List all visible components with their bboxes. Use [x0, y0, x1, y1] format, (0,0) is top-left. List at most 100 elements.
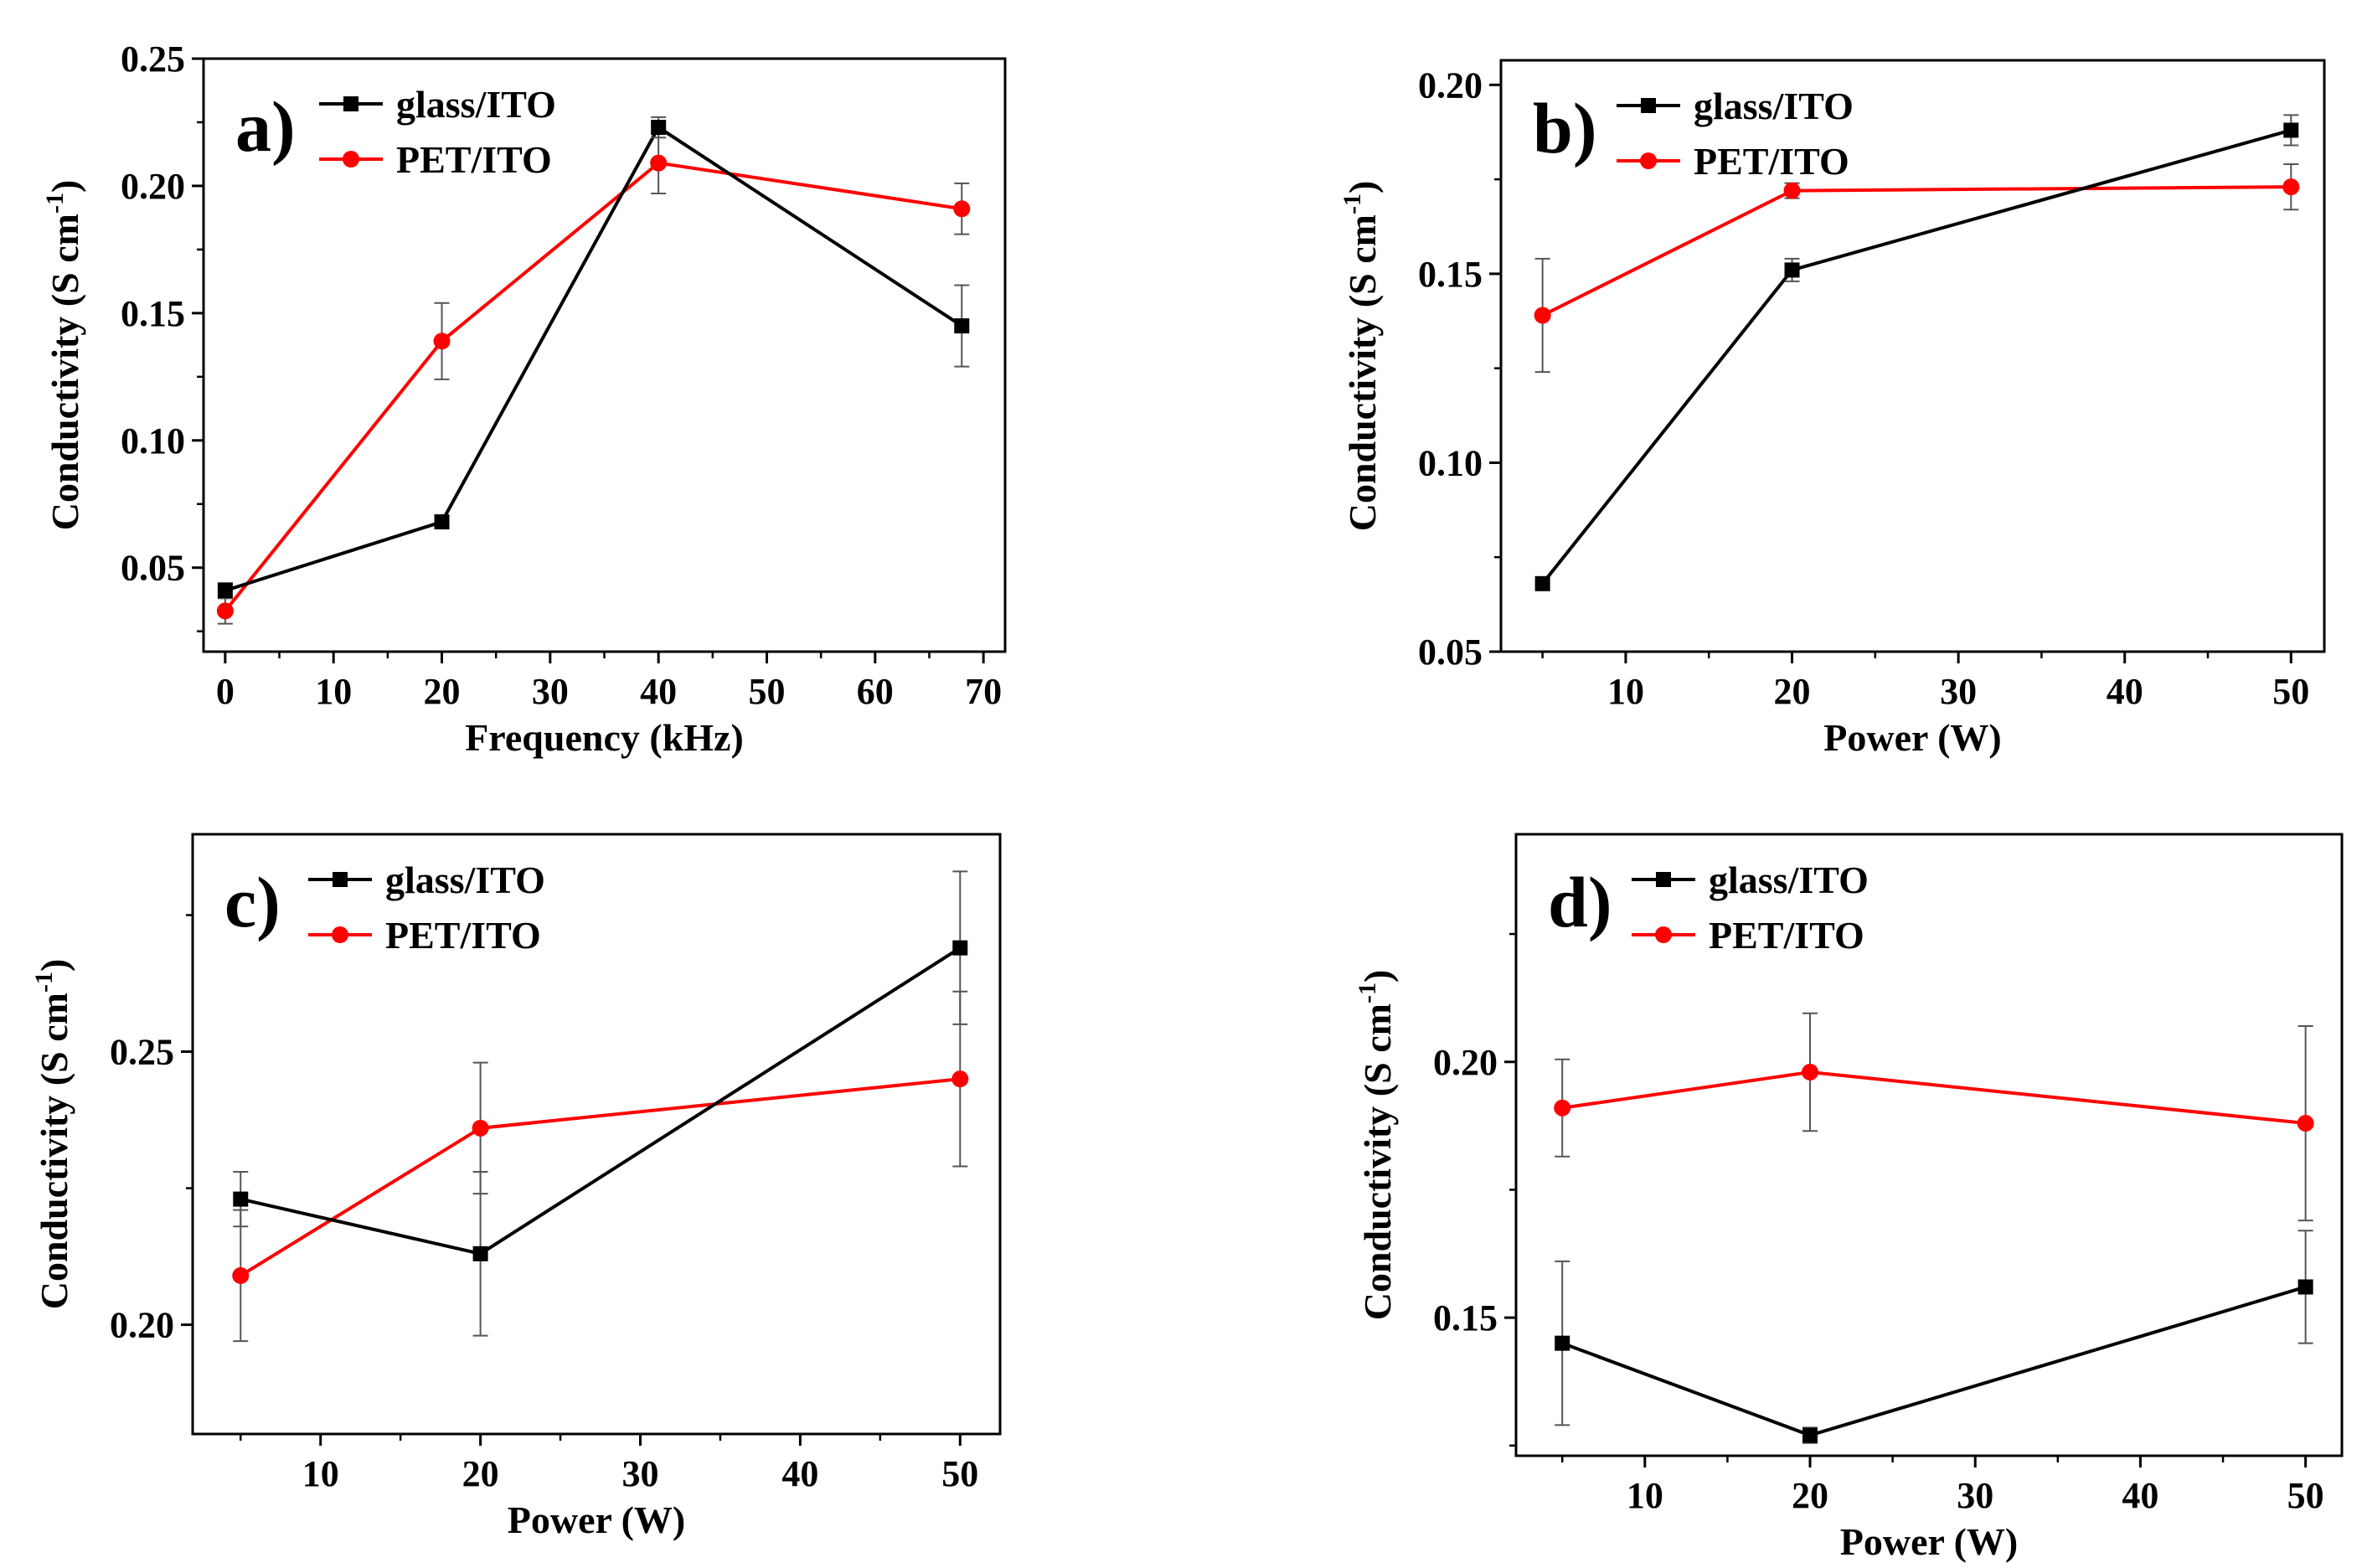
y-axis-label-close: ) [33, 959, 75, 972]
x-tick-label: 40 [640, 671, 677, 712]
y-tick-label: 0.05 [1418, 632, 1483, 673]
series-line-pet-ito [1561, 1070, 2306, 1126]
x-tick-label: 20 [1774, 671, 1811, 712]
data-point-pet-ito [232, 1266, 250, 1284]
data-point-pet-ito [1554, 1099, 1571, 1117]
legend-label-pet-ito: PET/ITO [1709, 914, 1864, 957]
x-tick-label: 20 [1792, 1475, 1828, 1516]
panel-label: d) [1548, 862, 1612, 942]
data-point-pet-ito [1534, 307, 1551, 324]
y-axis-label-exponent: -1 [1354, 983, 1381, 1003]
data-point-glass-ito [954, 318, 970, 334]
y-tick-label: 0.10 [1418, 442, 1483, 483]
x-tick-label: 40 [2107, 671, 2143, 712]
y-tick-label: 0.10 [121, 420, 185, 462]
chart-panel-a: 0 10 20 30 40 50 60 70 0.05 0.10 0.15 0.20 0.25 Frequ… [41, 39, 1007, 759]
x-tick-label: 20 [424, 671, 461, 712]
x-tick-label: 70 [965, 671, 1002, 712]
y-axis-label: Conductivity (S cm-1) [1354, 970, 1399, 1321]
legend-label-glass-ito: glass/ITO [396, 83, 556, 126]
series-line-glass-ito [224, 125, 963, 592]
plot-frame [202, 57, 1007, 653]
legend-label-glass-ito: glass/ITO [1694, 85, 1854, 127]
data-point-pet-ito [1783, 182, 1801, 199]
data-point-pet-ito [953, 200, 971, 218]
x-tick-label: 30 [532, 671, 569, 712]
y-axis-label-close: ) [44, 180, 86, 193]
data-point-pet-ito [650, 154, 668, 172]
y-tick-label: 0.25 [110, 1032, 174, 1073]
legend-marker-glass-ito [333, 872, 348, 887]
panel-label: c) [224, 862, 281, 942]
y-axis-label-text: Conductivity (S cm [33, 993, 75, 1309]
data-point-pet-ito [2282, 178, 2300, 196]
chart-panel-d: 10 20 30 40 50 0.15 0.20 Power (W) Conductivity … [1354, 833, 2344, 1563]
data-point-glass-ito [1534, 575, 1550, 591]
y-axis-label-text: Conductivity (S cm [44, 214, 86, 530]
series-line-glass-ito [1561, 1285, 2307, 1437]
data-point-glass-ito [472, 1246, 488, 1261]
y-axis-label-exponent: -1 [1338, 193, 1366, 214]
legend-marker-pet-ito [1655, 926, 1672, 943]
x-tick-label: 10 [1627, 1475, 1663, 1516]
y-axis-label-exponent: -1 [41, 193, 69, 214]
legend-marker-pet-ito [1640, 152, 1657, 169]
panel-label: b) [1533, 88, 1596, 168]
x-tick-label: 20 [462, 1453, 499, 1494]
data-point-glass-ito [1784, 262, 1800, 278]
legend-marker-glass-ito [1656, 872, 1671, 887]
data-point-glass-ito [651, 120, 667, 136]
x-tick-label: 40 [781, 1453, 818, 1494]
plot-frame [1514, 833, 2344, 1457]
y-axis-label-exponent: -1 [30, 972, 58, 993]
x-tick-label: 30 [1940, 671, 1977, 712]
x-tick-label: 40 [2122, 1475, 2158, 1516]
series-line-pet-ito [1541, 185, 2292, 317]
legend-label-pet-ito: PET/ITO [396, 138, 552, 181]
y-tick-label: 0.20 [121, 166, 185, 207]
legend-label-glass-ito: glass/ITO [385, 859, 545, 901]
x-tick-label: 30 [621, 1453, 658, 1494]
x-axis-label: Power (W) [1823, 716, 2001, 759]
chart-panel-c: 10 20 30 40 50 0.20 0.25 Power (W) Conductivity … [30, 833, 1002, 1541]
data-point-glass-ito [434, 514, 450, 530]
y-tick-label: 0.15 [1433, 1297, 1498, 1338]
data-point-pet-ito [433, 333, 451, 350]
data-point-glass-ito [1555, 1335, 1570, 1351]
legend-label-pet-ito: PET/ITO [1694, 140, 1849, 183]
y-tick-label: 0.05 [121, 548, 185, 589]
y-axis-label: Conductivity (S cm-1) [30, 959, 75, 1310]
legend-marker-pet-ito [332, 926, 348, 943]
x-tick-label: 30 [1957, 1475, 1993, 1516]
legend-label-glass-ito: glass/ITO [1709, 859, 1869, 901]
y-tick-label: 0.15 [1418, 254, 1483, 295]
x-tick-label: 50 [748, 671, 785, 712]
y-tick-label: 0.15 [121, 293, 185, 334]
y-axis-label-close: ) [1341, 181, 1384, 193]
legend-marker-glass-ito [1641, 98, 1656, 113]
legend-label-pet-ito: PET/ITO [385, 914, 541, 957]
data-point-pet-ito [1802, 1063, 1819, 1081]
x-tick-label: 50 [941, 1453, 978, 1494]
data-point-glass-ito [952, 940, 968, 956]
series-line-glass-ito [1541, 128, 2292, 585]
y-axis-label-close: ) [1356, 970, 1399, 983]
legend-marker-pet-ito [343, 151, 359, 168]
y-axis-label: Conductivity (S cm-1) [1338, 181, 1384, 532]
plot-frame [191, 833, 1002, 1436]
x-tick-label: 10 [315, 671, 352, 712]
x-tick-label: 10 [302, 1453, 339, 1494]
x-tick-label: 50 [2287, 1475, 2324, 1516]
y-tick-label: 0.20 [110, 1305, 174, 1346]
data-point-glass-ito [1802, 1427, 1818, 1443]
y-axis-label: Conductivity (S cm-1) [41, 180, 86, 531]
x-axis-label: Power (W) [1840, 1520, 2018, 1563]
panel-label: a) [235, 86, 296, 167]
y-tick-label: 0.20 [1418, 64, 1483, 106]
plot-frame [1499, 59, 2326, 653]
data-point-pet-ito [2297, 1115, 2314, 1132]
x-axis-label: Frequency (kHz) [465, 716, 744, 759]
data-point-pet-ito [952, 1070, 969, 1088]
x-tick-label: 0 [216, 671, 235, 712]
data-point-glass-ito [2298, 1279, 2313, 1295]
